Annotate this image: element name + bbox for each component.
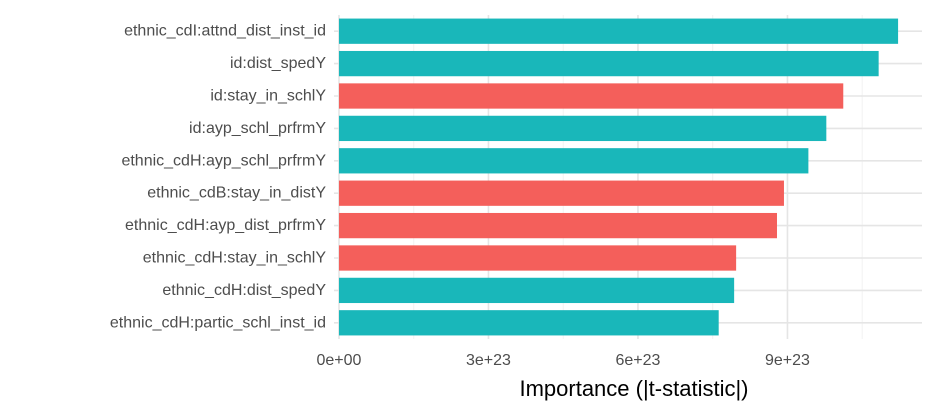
x-axis-title: Importance (|t-statistic|) [519, 376, 748, 401]
category-label: ethnic_cdH:ayp_schl_prfrmY [121, 152, 326, 169]
category-label: ethnic_cdB:stay_in_distY [147, 185, 326, 202]
x-tick-label: 6e+23 [615, 352, 660, 369]
bars [338, 18, 899, 336]
category-label: ethnic_cdH:ayp_dist_prfrmY [125, 217, 326, 234]
bar-ethnic_cdI:attnd_dist_inst_id [338, 18, 899, 44]
category-label: ethnic_cdI:attnd_dist_inst_id [124, 23, 326, 40]
category-labels: ethnic_cdI:attnd_dist_inst_id id:dist_spe… [110, 23, 326, 332]
bar-id:stay_in_schlY [338, 83, 844, 109]
x-tick-labels: 0e+00 3e+23 6e+23 9e+23 [317, 352, 811, 369]
x-tick-label: 9e+23 [765, 352, 810, 369]
x-tick-label: 0e+00 [317, 352, 362, 369]
category-label: id:dist_spedY [230, 55, 326, 72]
bar-id:ayp_schl_prfrmY [338, 115, 827, 142]
bar-ethnic_cdH:ayp_dist_prfrmY [338, 212, 777, 239]
bar-id:dist_spedY [338, 50, 879, 77]
category-label: ethnic_cdH:stay_in_schlY [143, 250, 327, 267]
category-label: id:stay_in_schlY [210, 88, 326, 105]
category-label: ethnic_cdH:partic_schl_inst_id [110, 314, 326, 331]
bar-ethnic_cdH:partic_schl_inst_id [338, 310, 719, 336]
bar-ethnic_cdH:dist_spedY [338, 277, 735, 304]
bar-ethnic_cdH:ayp_schl_prfrmY [338, 148, 809, 174]
category-label: id:ayp_schl_prfrmY [189, 120, 326, 137]
bar-ethnic_cdB:stay_in_distY [338, 180, 784, 206]
x-tick-label: 3e+23 [466, 352, 511, 369]
bar-ethnic_cdH:stay_in_schlY [338, 245, 737, 271]
category-label: ethnic_cdH:dist_spedY [162, 282, 326, 299]
